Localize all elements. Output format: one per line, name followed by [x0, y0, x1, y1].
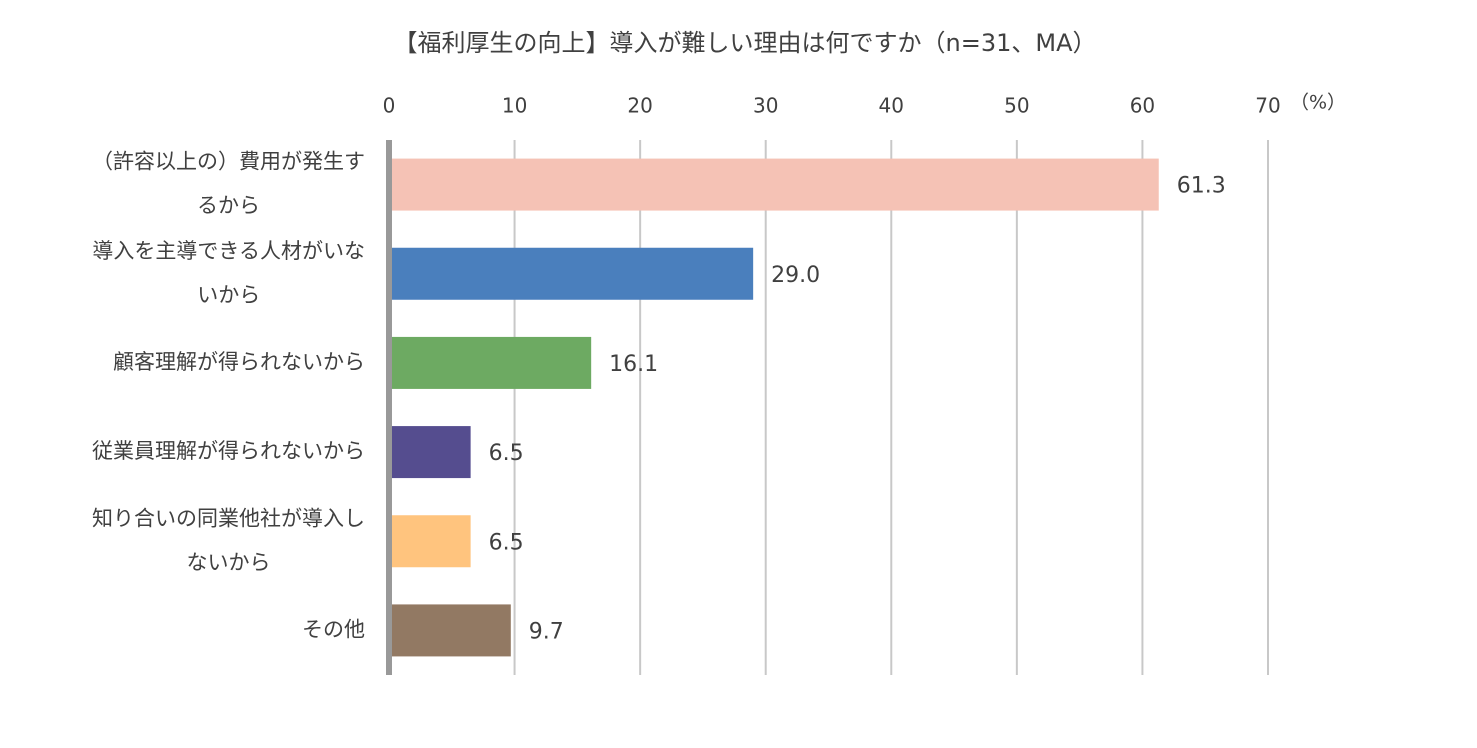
data-label: 6.5 [489, 441, 524, 466]
label-line: るから [197, 194, 260, 218]
label-line: いから [197, 283, 260, 307]
data-label: 9.7 [529, 619, 564, 644]
chart-title: 【福利厚生の向上】導入が難しい理由は何ですか（n=31、MA） [394, 29, 1097, 57]
x-tick-label: 10 [502, 94, 527, 118]
label-line: ないから [187, 550, 271, 574]
unit-label: （%） [1290, 92, 1346, 114]
label-line: 知り合いの同業他社が導入し [92, 506, 365, 530]
y-tick-label: 導入を主導できる人材がいないから [92, 239, 365, 307]
x-tick-label: 30 [753, 94, 778, 118]
data-label: 6.5 [489, 530, 524, 555]
x-tick-label: 40 [879, 94, 904, 118]
y-tick-label: その他 [302, 617, 365, 641]
y-tick-label: 従業員理解が得られないから [92, 439, 365, 463]
x-tick-label: 70 [1255, 94, 1280, 118]
bar [389, 247, 754, 300]
y-tick-label: （許容以上の）費用が発生するから [92, 150, 365, 218]
x-tick-label: 50 [1004, 94, 1029, 118]
data-label: 61.3 [1177, 174, 1226, 199]
bar [389, 336, 592, 389]
x-tick-label: 60 [1130, 94, 1155, 118]
y-tick-label: 顧客理解が得られないから [113, 350, 365, 374]
bar [389, 604, 511, 657]
label-line: （許容以上の）費用が発生す [92, 150, 365, 174]
x-tick-label: 20 [627, 94, 652, 118]
y-tick-label: 知り合いの同業他社が導入しないから [92, 506, 365, 574]
data-label: 29.0 [771, 263, 820, 288]
bar [389, 426, 471, 479]
bar [389, 515, 471, 568]
data-label: 16.1 [609, 352, 658, 377]
x-tick-label: 0 [383, 94, 396, 118]
label-line: 導入を主導できる人材がいな [92, 239, 365, 263]
bar [389, 158, 1159, 211]
